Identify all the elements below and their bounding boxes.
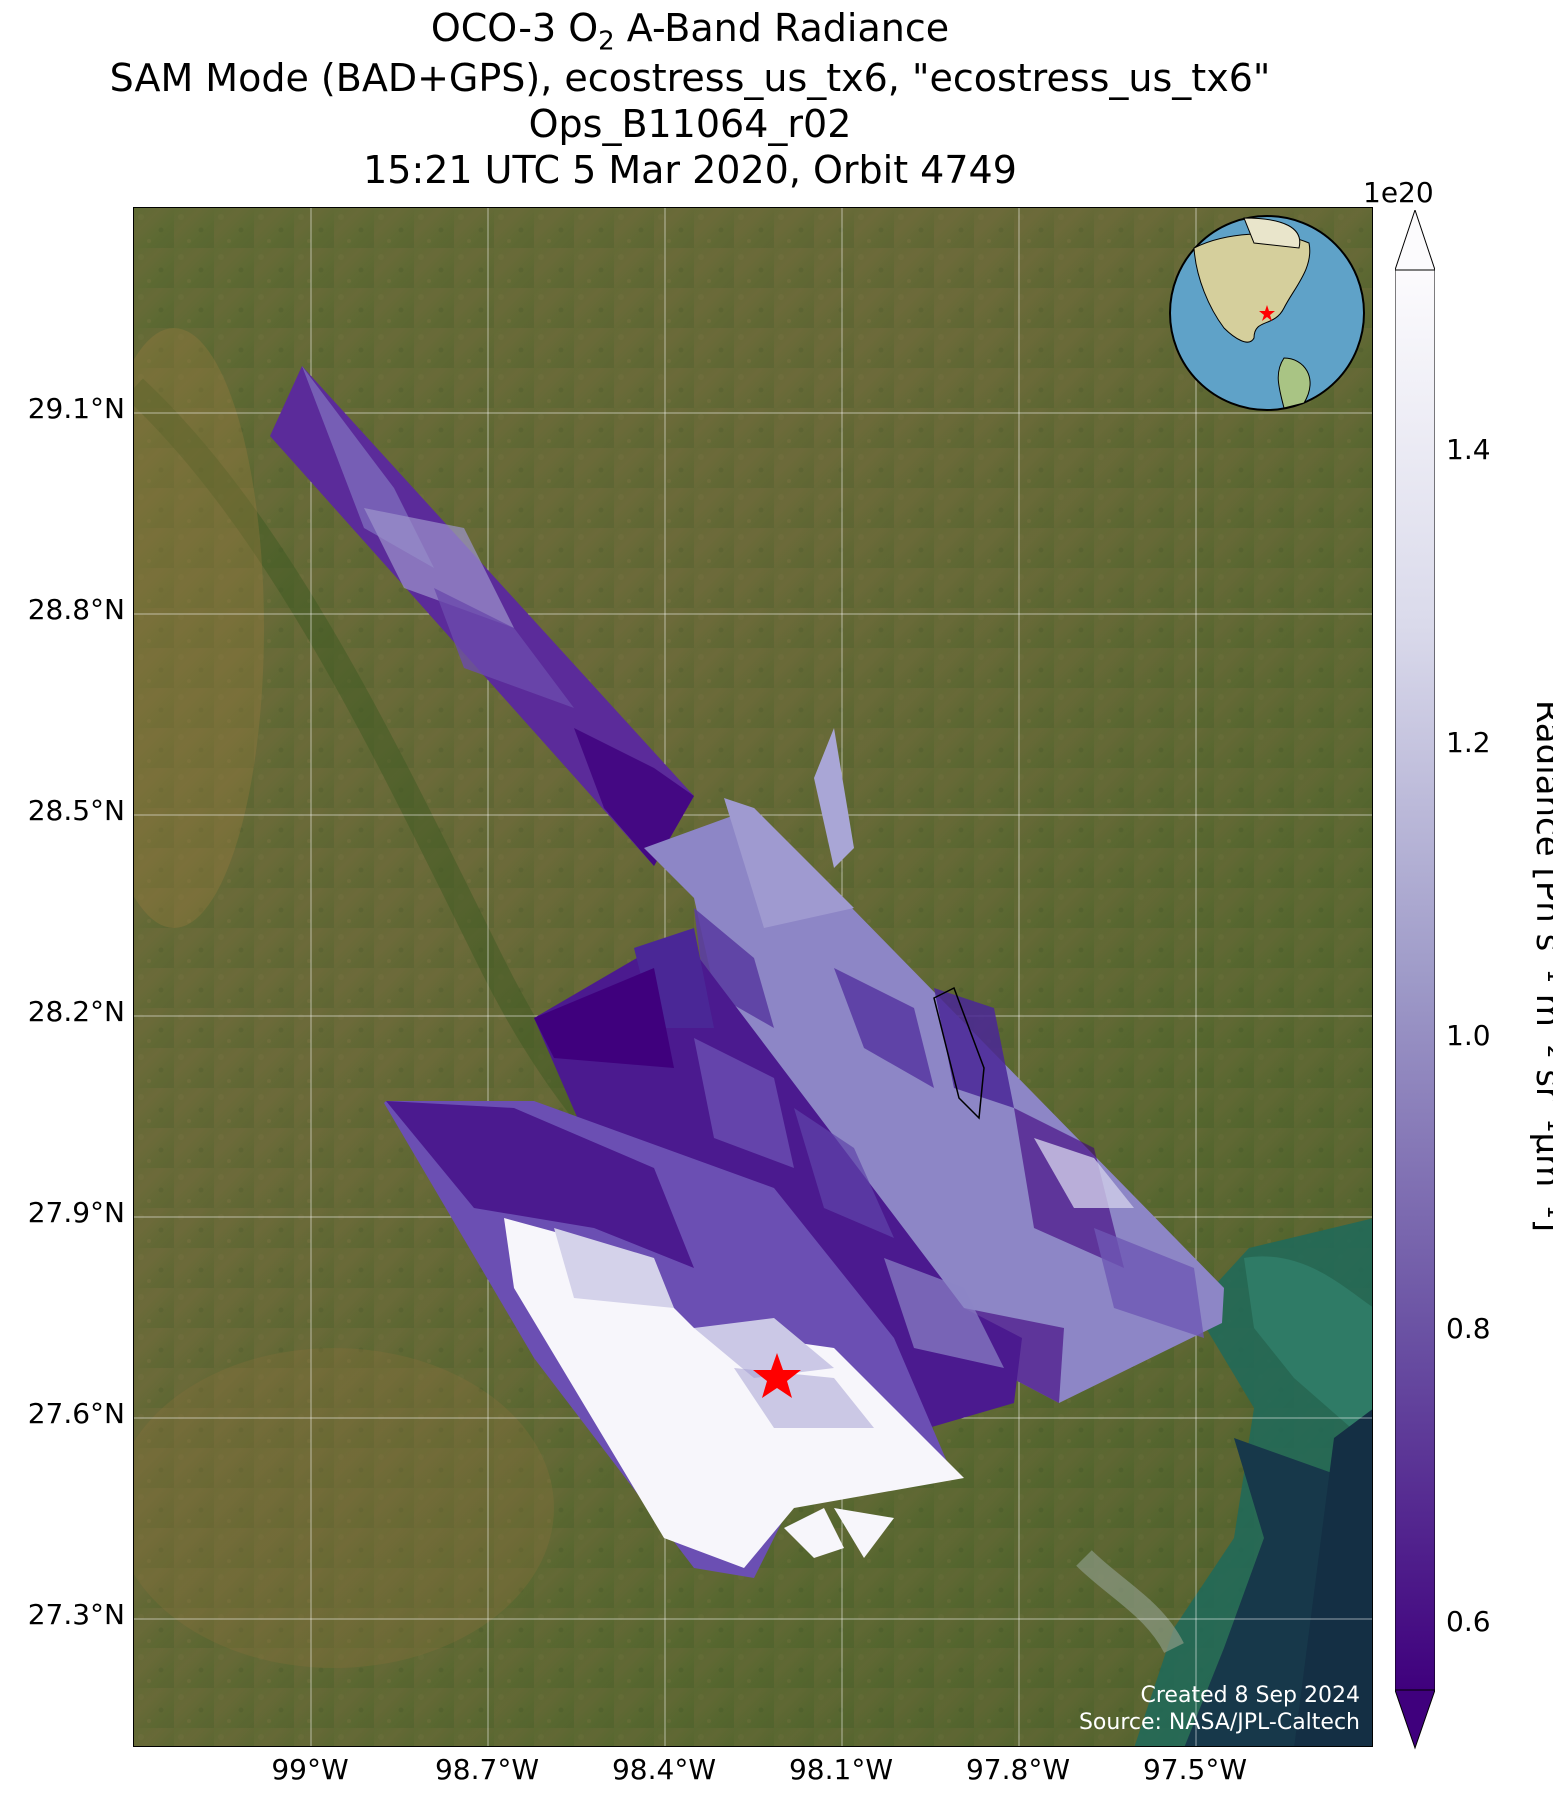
x-tick-label: 98.7°W	[434, 1753, 540, 1786]
colorbar-tick-label: 1.0	[1446, 1019, 1491, 1052]
globe-inset	[1169, 215, 1365, 411]
title-line-2: SAM Mode (BAD+GPS), ecostress_us_tx6, "e…	[109, 56, 1271, 100]
swath-north	[270, 366, 694, 866]
credit-created: Created 8 Sep 2024	[1140, 1683, 1361, 1708]
colorbar	[1395, 210, 1435, 1750]
y-tick-label: 27.6°N	[27, 1397, 125, 1430]
x-tick-label: 97.8°W	[965, 1753, 1071, 1786]
y-tick-label: 28.8°N	[27, 593, 125, 626]
y-tick-label: 27.3°N	[27, 1598, 125, 1631]
y-tick-label: 27.9°N	[27, 1196, 125, 1229]
x-tick-label: 98.1°W	[788, 1753, 894, 1786]
map-area[interactable]: Created 8 Sep 2024 Source: NASA/JPL-Calt…	[133, 207, 1373, 1747]
colorbar-tick-label: 0.6	[1446, 1605, 1491, 1638]
colorbar-tick-label: 1.2	[1446, 726, 1491, 759]
swath-northeast	[644, 728, 1224, 1403]
x-tick-label: 98.4°W	[611, 1753, 717, 1786]
y-tick-label: 29.1°N	[27, 392, 125, 425]
x-tick-label: 99°W	[271, 1753, 349, 1786]
site-star-marker	[753, 1353, 801, 1398]
swath-central	[534, 928, 1022, 1438]
x-tick-label: 97.5°W	[1142, 1753, 1248, 1786]
y-tick-label: 28.5°N	[27, 794, 125, 827]
colorbar-tick-label: 1.4	[1446, 433, 1491, 466]
y-tick-label: 28.2°N	[27, 995, 125, 1028]
map-svg	[134, 208, 1372, 1746]
colorbar-label: Radiance [Ph s⁻¹ m⁻² sr⁻¹μm⁻¹]	[1528, 699, 1553, 1233]
title-line-4: 15:21 UTC 5 Mar 2020, Orbit 4749	[363, 148, 1017, 192]
swath-south	[384, 1101, 964, 1578]
credit-source: Source: NASA/JPL-Caltech	[1078, 1710, 1360, 1735]
title-line-3: Ops_B11064_r02	[528, 102, 852, 146]
colorbar-tick-label: 0.8	[1446, 1312, 1491, 1345]
title-line-1: OCO-3 O2 A-Band Radiance	[430, 6, 950, 57]
colorbar-exponent: 1e20	[1363, 176, 1434, 209]
gulf-water	[1076, 1218, 1372, 1746]
